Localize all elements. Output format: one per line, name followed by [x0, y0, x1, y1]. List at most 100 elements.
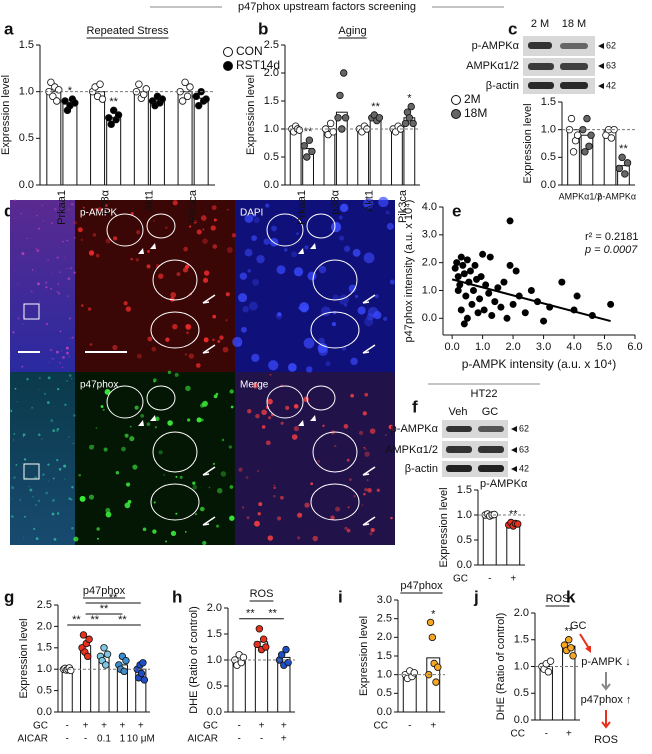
speckle — [35, 247, 38, 250]
speckle — [13, 439, 15, 441]
data-point — [186, 83, 194, 91]
speckle — [247, 408, 252, 414]
arrow — [601, 710, 611, 729]
speckle — [310, 482, 314, 486]
data-point — [262, 643, 270, 651]
legend-label: 18M — [464, 106, 487, 120]
speckle — [95, 427, 98, 429]
speckle — [94, 208, 96, 210]
speckle — [184, 353, 188, 356]
speckle — [125, 306, 132, 312]
speckle — [269, 373, 272, 376]
speckle — [10, 408, 12, 410]
speckle — [21, 252, 25, 256]
speckle — [67, 277, 71, 281]
speckle — [232, 336, 243, 347]
data-point — [96, 80, 104, 88]
data-point — [183, 92, 192, 101]
y-tick-label: 1.0 — [37, 663, 52, 675]
speckle — [9, 497, 11, 500]
speckle — [56, 256, 59, 259]
data-point — [340, 69, 348, 77]
speckle — [88, 494, 95, 500]
speckle — [358, 430, 364, 436]
speckle — [217, 339, 221, 343]
speckle — [23, 536, 25, 538]
data-point — [462, 292, 470, 300]
data-point — [284, 658, 292, 667]
speckle — [104, 203, 109, 207]
speckle — [196, 417, 202, 423]
speckle — [129, 425, 132, 428]
speckle — [129, 436, 135, 442]
data-point — [509, 300, 517, 308]
row-value: 0.1 — [97, 734, 111, 745]
significance: ** — [371, 101, 380, 113]
panel-letter: f — [412, 397, 418, 416]
blot-row-label: β-actin — [486, 80, 519, 92]
speckle — [41, 205, 43, 207]
data-point — [573, 131, 582, 139]
data-point — [140, 676, 149, 684]
cell-outline — [312, 431, 358, 473]
data-point — [102, 661, 110, 669]
row-value: + — [281, 734, 287, 745]
speckle — [72, 442, 75, 445]
bar — [580, 134, 594, 186]
data-point — [451, 264, 459, 272]
y-tick-label: 0.0 — [514, 714, 529, 726]
arrow — [362, 466, 376, 526]
speckle — [100, 405, 104, 408]
speckle — [267, 535, 274, 541]
speckle — [155, 416, 160, 422]
speckle — [31, 495, 34, 498]
speckle — [318, 265, 327, 274]
speckle — [87, 307, 92, 311]
diagram-node: GC — [570, 620, 587, 632]
speckle — [378, 196, 389, 208]
comparison-label: ** — [109, 592, 118, 604]
speckle — [69, 267, 73, 270]
speckle — [246, 516, 250, 520]
speckle — [62, 240, 64, 243]
speckle — [80, 238, 84, 242]
y-tick-label: 1.0 — [457, 509, 472, 521]
row-value: + — [101, 721, 107, 732]
speckle — [63, 464, 67, 468]
panel-letter: c — [508, 19, 517, 38]
cell-outline — [152, 259, 198, 301]
speckle — [37, 227, 41, 230]
speckle — [201, 401, 208, 408]
data-point — [573, 292, 581, 300]
y-tick-label: 0.5 — [514, 687, 529, 699]
significance: * — [431, 608, 436, 620]
bar — [46, 91, 62, 186]
speckle — [68, 374, 72, 377]
annotation: p = 0.0007 — [584, 244, 638, 256]
speckle — [186, 331, 189, 335]
speckle — [92, 233, 97, 237]
speckle — [80, 304, 84, 307]
speckle — [61, 367, 64, 369]
speckle — [167, 370, 172, 375]
blot-band — [528, 63, 554, 70]
speckle — [362, 411, 367, 416]
significance: ** — [619, 143, 628, 155]
speckle — [57, 292, 61, 295]
arrowhead — [298, 243, 316, 254]
speckle — [389, 279, 395, 285]
arrowhead — [138, 415, 156, 426]
row-value: + — [566, 729, 572, 740]
data-point — [565, 636, 573, 644]
blot-f: HT22 Veh GC p-AMPKα AMPKα1/2 β-actin 62 … — [385, 383, 540, 477]
x-axis-label: p-AMPK intensity (a.u. x 10⁴) — [462, 357, 617, 371]
speckle — [52, 273, 54, 275]
speckle — [146, 264, 151, 269]
speckle — [28, 486, 30, 487]
speckle — [195, 513, 197, 516]
speckle — [230, 405, 234, 409]
data-point — [453, 259, 461, 267]
speckle — [293, 404, 299, 409]
speckle — [20, 212, 22, 215]
y-tick-label: 1.5 — [541, 96, 556, 108]
